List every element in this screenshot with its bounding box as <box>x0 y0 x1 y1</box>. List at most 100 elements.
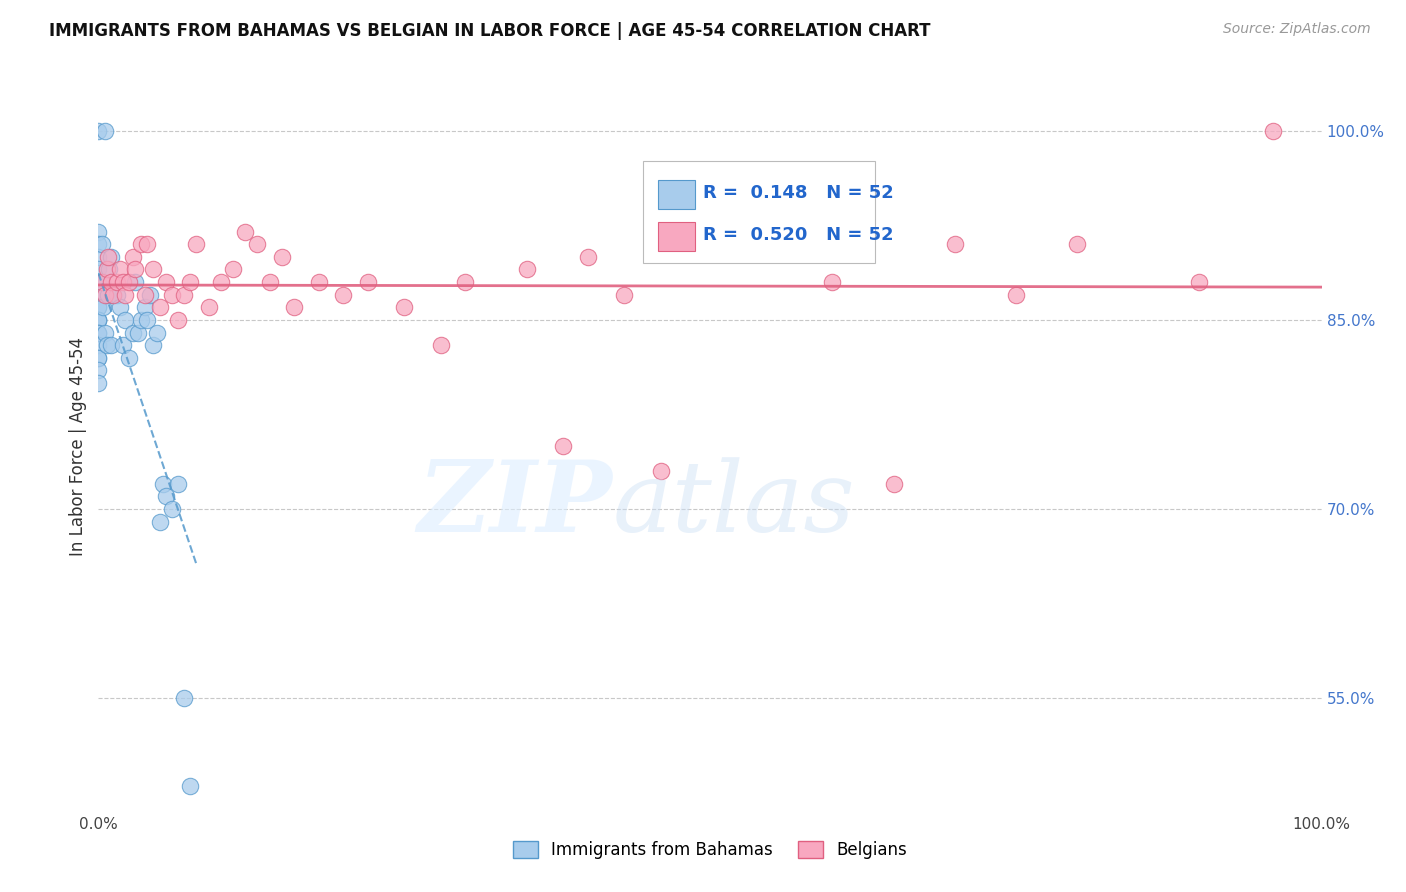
Point <box>270 250 294 264</box>
Point <box>87 250 110 264</box>
Point <box>167 476 190 491</box>
Point <box>87 287 110 301</box>
Point <box>118 275 141 289</box>
Point <box>98 262 121 277</box>
Point <box>209 275 232 289</box>
Point <box>111 338 134 352</box>
Point <box>87 313 110 327</box>
Point <box>87 300 110 314</box>
Point <box>430 338 453 352</box>
Y-axis label: In Labor Force | Age 45-54: In Labor Force | Age 45-54 <box>69 336 87 556</box>
Point <box>149 300 172 314</box>
Point <box>87 326 110 340</box>
Point <box>91 275 114 289</box>
Point <box>87 338 110 352</box>
Point <box>142 338 165 352</box>
Text: Source: ZipAtlas.com: Source: ZipAtlas.com <box>1223 22 1371 37</box>
Point <box>308 275 330 289</box>
Point <box>91 300 114 314</box>
Point <box>91 237 114 252</box>
Point <box>134 287 156 301</box>
Point <box>111 275 134 289</box>
Point <box>97 250 120 264</box>
Point <box>392 300 416 314</box>
Point <box>93 326 115 340</box>
Point <box>155 275 177 289</box>
Point <box>160 502 183 516</box>
Point <box>142 262 165 277</box>
Point <box>124 275 146 289</box>
Point <box>110 300 132 314</box>
Point <box>129 313 152 327</box>
Point <box>87 124 110 138</box>
Point <box>233 225 256 239</box>
Point <box>114 313 136 327</box>
Point <box>149 515 172 529</box>
Point <box>155 490 177 504</box>
Point <box>100 275 122 289</box>
Point <box>87 363 110 377</box>
Point <box>87 326 110 340</box>
Point <box>167 313 190 327</box>
Point <box>101 287 124 301</box>
Point <box>121 250 143 264</box>
Point <box>87 376 110 390</box>
Point <box>139 287 162 301</box>
Point <box>259 275 281 289</box>
Point <box>576 250 599 264</box>
Point <box>129 237 152 252</box>
Point <box>197 300 219 314</box>
Point <box>87 287 110 301</box>
Point <box>87 275 110 289</box>
Point <box>146 326 169 340</box>
Point <box>100 250 122 264</box>
Point <box>96 338 118 352</box>
Text: R =  0.520   N = 52: R = 0.520 N = 52 <box>703 226 894 244</box>
Point <box>118 351 141 365</box>
Point <box>761 225 783 239</box>
Point <box>136 313 159 327</box>
Point <box>553 439 575 453</box>
Point <box>222 262 245 277</box>
Point <box>1261 124 1284 138</box>
Point <box>650 464 672 478</box>
Point <box>160 287 183 301</box>
Point <box>87 351 110 365</box>
Point <box>100 338 122 352</box>
Point <box>87 313 110 327</box>
Point <box>186 237 208 252</box>
Point <box>124 262 146 277</box>
Point <box>91 275 114 289</box>
Point <box>356 275 378 289</box>
Point <box>96 262 118 277</box>
Point <box>105 287 128 301</box>
Point <box>97 287 120 301</box>
Point <box>515 262 537 277</box>
Point <box>127 326 149 340</box>
Point <box>87 351 110 365</box>
Point <box>134 300 156 314</box>
Point <box>179 780 201 794</box>
Point <box>1004 287 1026 301</box>
Point <box>121 326 143 340</box>
Legend: Immigrants from Bahamas, Belgians: Immigrants from Bahamas, Belgians <box>506 834 914 865</box>
Point <box>179 275 201 289</box>
Point <box>943 237 966 252</box>
Point <box>87 313 110 327</box>
Point <box>883 476 905 491</box>
Point <box>283 300 305 314</box>
Text: IMMIGRANTS FROM BAHAMAS VS BELGIAN IN LABOR FORCE | AGE 45-54 CORRELATION CHART: IMMIGRANTS FROM BAHAMAS VS BELGIAN IN LA… <box>49 22 931 40</box>
Point <box>93 124 115 138</box>
Point <box>105 275 128 289</box>
Point <box>454 275 477 289</box>
Point <box>87 237 110 252</box>
Point <box>699 237 721 252</box>
Point <box>821 275 844 289</box>
Point <box>246 237 269 252</box>
Point <box>114 287 136 301</box>
Point <box>136 237 159 252</box>
Point <box>173 691 195 706</box>
Text: ZIP: ZIP <box>418 457 612 553</box>
Point <box>93 287 115 301</box>
Point <box>87 225 110 239</box>
